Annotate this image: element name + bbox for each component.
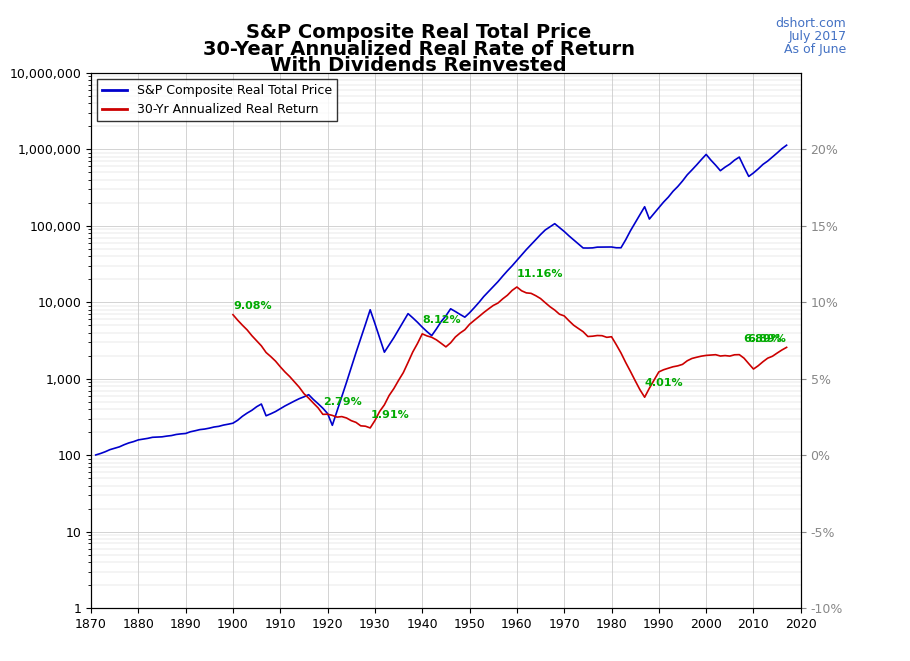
30-Yr Annualized Real Return (672, 362, 683, 369)
Line: 30-Yr Annualized Real Return: 30-Yr Annualized Real Return (233, 287, 786, 428)
30-Yr Annualized Real Return (341, 414, 352, 422)
S&P Composite Real Total Price (313, 400, 324, 408)
S&P Composite Real Total Price (568, 236, 579, 244)
30-Yr Annualized Real Return (511, 283, 522, 291)
30-Yr Annualized Real Return (365, 424, 376, 432)
Text: With Dividends Reinvested: With Dividends Reinvested (270, 56, 567, 75)
Text: July 2017: July 2017 (788, 30, 846, 43)
Text: 6.89%: 6.89% (748, 334, 786, 344)
30-Yr Annualized Real Return (421, 332, 432, 340)
Text: 8.12%: 8.12% (422, 315, 460, 325)
S&P Composite Real Total Price (469, 303, 480, 311)
S&P Composite Real Total Price (90, 451, 101, 459)
30-Yr Annualized Real Return (662, 364, 673, 372)
Legend: S&P Composite Real Total Price, 30-Yr Annualized Real Return: S&P Composite Real Total Price, 30-Yr An… (97, 79, 338, 121)
S&P Composite Real Total Price (634, 211, 645, 219)
Text: 30-Year Annualized Real Rate of Return: 30-Year Annualized Real Rate of Return (203, 40, 634, 59)
30-Yr Annualized Real Return (289, 378, 300, 386)
Text: 11.16%: 11.16% (517, 269, 563, 279)
Text: 2.79%: 2.79% (323, 397, 361, 407)
Text: 1.91%: 1.91% (370, 410, 409, 420)
Text: dshort.com: dshort.com (775, 17, 846, 30)
Text: S&P Composite Real Total Price: S&P Composite Real Total Price (246, 23, 592, 42)
Text: 4.01%: 4.01% (644, 378, 683, 388)
30-Yr Annualized Real Return (781, 344, 792, 352)
S&P Composite Real Total Price (275, 405, 286, 412)
S&P Composite Real Total Price (781, 141, 792, 149)
Text: As of June: As of June (784, 43, 846, 56)
S&P Composite Real Total Price (625, 227, 636, 235)
30-Yr Annualized Real Return (228, 311, 238, 319)
Text: 6.89%: 6.89% (743, 334, 782, 344)
Line: S&P Composite Real Total Price: S&P Composite Real Total Price (96, 145, 786, 455)
Text: 9.08%: 9.08% (233, 301, 271, 311)
30-Yr Annualized Real Return (621, 358, 632, 366)
